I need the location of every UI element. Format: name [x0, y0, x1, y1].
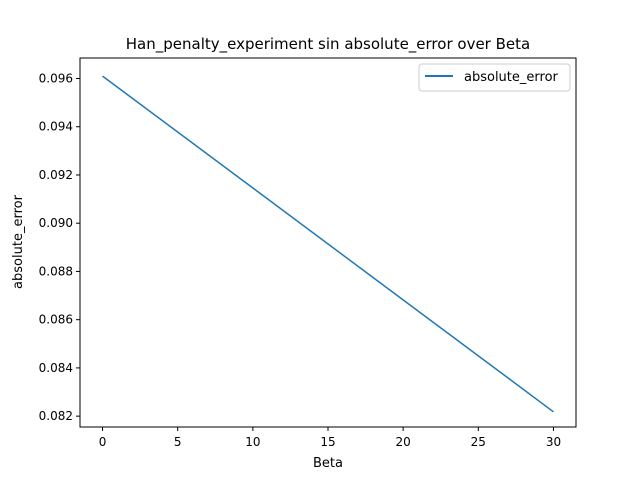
x-tick-label: 0	[99, 435, 107, 449]
y-tick-label: 0.086	[39, 313, 73, 327]
y-tick-label: 0.082	[39, 409, 73, 423]
y-tick-label: 0.084	[39, 361, 73, 375]
x-tick-label: 25	[471, 435, 486, 449]
y-axis-label: absolute_error	[11, 194, 26, 289]
y-tick-label: 0.088	[39, 264, 73, 278]
y-tick-label: 0.094	[39, 120, 73, 134]
legend: absolute_error	[418, 63, 571, 92]
chart-title: Han_penalty_experiment sin absolute_erro…	[126, 35, 530, 54]
x-tick-label: 10	[245, 435, 260, 449]
x-tick-label: 5	[174, 435, 182, 449]
legend-box	[418, 63, 571, 92]
legend-label: absolute_error	[464, 70, 559, 85]
y-tick-label: 0.092	[39, 168, 73, 182]
plot-area-frame	[79, 57, 577, 428]
series-line-0	[102, 75, 554, 413]
y-axis-ticks: 0.082 0.084 0.086 0.088 0.090 0.092 0.094 0.096	[39, 72, 80, 423]
x-axis-label: Beta	[313, 456, 343, 471]
y-tick-label: 0.096	[39, 72, 73, 86]
x-tick-label: 15	[320, 435, 335, 449]
x-axis-ticks: 0 5 10 15 20 25 30	[99, 427, 561, 449]
x-tick-label: 30	[546, 435, 561, 449]
y-tick-label: 0.090	[39, 216, 73, 230]
x-tick-label: 20	[396, 435, 411, 449]
series-layer	[102, 75, 554, 413]
